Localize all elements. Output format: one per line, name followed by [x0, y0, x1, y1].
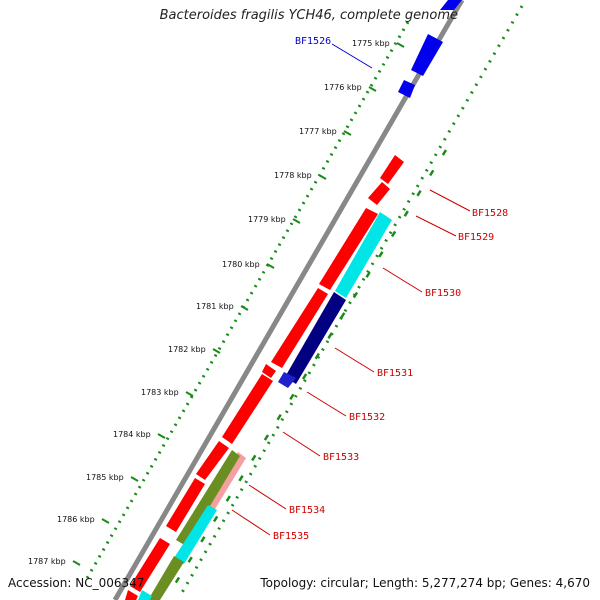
gene-feature[interactable] [411, 34, 443, 76]
gene-label-bf1531[interactable]: BF1531 [377, 368, 413, 379]
gene-feature[interactable] [130, 538, 170, 592]
gene-label-bf1534[interactable]: BF1534 [289, 505, 325, 516]
kbp-tick-mark [157, 433, 166, 439]
kbp-tick-mark [101, 518, 110, 524]
kbp-tick-label: 1779 kbp [248, 215, 286, 224]
gene-feature[interactable] [196, 441, 229, 480]
gene-label-bf1535[interactable]: BF1535 [273, 531, 309, 542]
gene-feature[interactable] [440, 0, 462, 10]
gene-label-bf1533[interactable]: BF1533 [323, 452, 359, 463]
gene-feature[interactable] [166, 478, 205, 532]
gene-feature[interactable] [138, 590, 152, 600]
gene-feature[interactable] [174, 505, 217, 564]
map-title: Bacteroides fragilis YCH46, complete gen… [159, 8, 458, 23]
gene-feature[interactable] [148, 556, 184, 600]
gene-leader-line [429, 189, 471, 212]
kbp-tick-mark [130, 476, 139, 482]
kbp-tick-label: 1781 kbp [196, 302, 234, 311]
kbp-tick-mark [318, 174, 327, 180]
kbp-tick-mark [343, 130, 352, 136]
tick-ring [84, 21, 410, 581]
kbp-tick-mark [185, 391, 194, 397]
kbp-tick-mark [266, 263, 275, 269]
gene-label-bf1526[interactable]: BF1526 [295, 36, 331, 47]
gene-feature[interactable] [278, 372, 296, 388]
kbp-tick-mark [212, 348, 221, 354]
backbone-ring [112, 0, 465, 600]
gene-feature[interactable] [125, 590, 138, 600]
kbp-tick-label: 1785 kbp [86, 473, 124, 482]
gc-skew-ring [178, 5, 524, 597]
kbp-tick-mark [368, 86, 377, 92]
kbp-tick-label: 1776 kbp [324, 83, 362, 92]
kbp-tick-mark [72, 560, 81, 566]
gene-label-bf1528[interactable]: BF1528 [472, 208, 508, 219]
gene-label-bf1532[interactable]: BF1532 [349, 412, 385, 423]
kbp-tick-mark [396, 42, 405, 48]
gene-feature[interactable] [176, 450, 240, 546]
kbp-tick-label: 1786 kbp [57, 515, 95, 524]
kbp-tick-label: 1775 kbp [352, 39, 390, 48]
cds-features [125, 0, 462, 600]
kbp-tick-label: 1777 kbp [299, 127, 337, 136]
gene-feature[interactable] [271, 288, 328, 368]
gene-leader-line [306, 391, 347, 417]
kbp-tick-label: 1782 kbp [168, 345, 206, 354]
kbp-tick-label: 1780 kbp [222, 260, 260, 269]
accession-text: Accession: NC_006347 [8, 576, 145, 590]
kbp-tick-mark [240, 305, 249, 311]
gene-leader-line [334, 347, 375, 373]
gene-leader-line [282, 431, 321, 457]
gene-feature[interactable] [368, 182, 390, 205]
gene-leader-line [415, 215, 457, 237]
kbp-ticks: 1775 kbp 1776 kbp 1777 kbp 1778 kbp 1779 kbp… [28, 39, 405, 566]
kbp-tick-label: 1778 kbp [274, 171, 312, 180]
gene-labels: BF1526 BF1528 BF1529 BF1530 BF1531 BF1532 BF15… [231, 36, 508, 542]
gene-leader-line [248, 484, 287, 510]
gene-label-bf1529[interactable]: BF1529 [458, 232, 494, 243]
kbp-tick-label: 1783 kbp [141, 388, 179, 397]
gene-feature[interactable] [222, 374, 273, 444]
gene-feature[interactable] [319, 208, 378, 290]
gene-feature[interactable] [380, 155, 404, 184]
summary-text: Topology: circular; Length: 5,277,274 bp… [260, 576, 590, 590]
gene-feature[interactable] [285, 292, 346, 384]
gene-feature[interactable] [398, 80, 415, 98]
gc-content-ring [168, 149, 448, 593]
gene-leader-line [331, 43, 373, 69]
kbp-tick-label: 1787 kbp [28, 557, 66, 566]
gene-label-bf1530[interactable]: BF1530 [425, 288, 461, 299]
kbp-tick-mark [292, 218, 301, 224]
gene-leader-line [231, 509, 271, 536]
kbp-tick-label: 1784 kbp [113, 430, 151, 439]
gene-feature[interactable] [335, 212, 392, 298]
gene-feature[interactable] [262, 364, 276, 378]
gene-leader-line [382, 267, 423, 293]
